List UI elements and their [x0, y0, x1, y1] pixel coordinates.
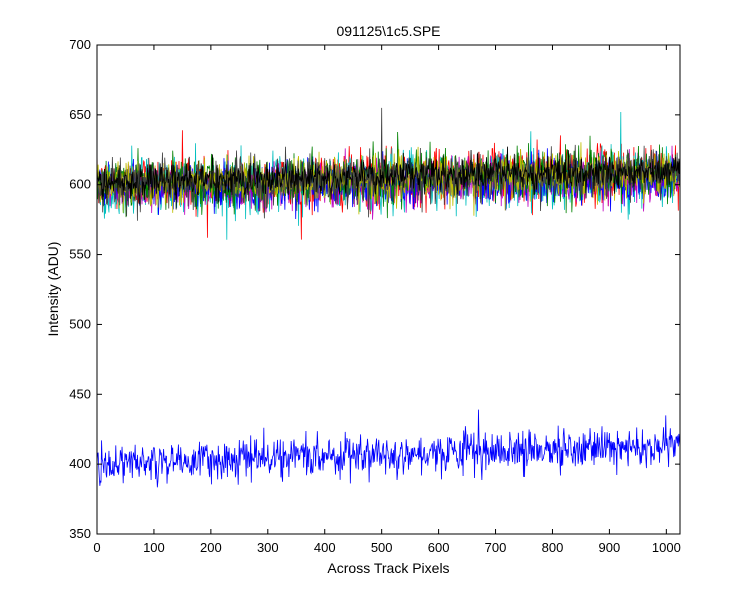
x-tick-label: 400 — [314, 540, 336, 555]
x-tick-label: 600 — [428, 540, 450, 555]
y-axis: 350 400 450 500 550 600 650 700 — [69, 37, 680, 541]
y-tick-label: 600 — [69, 177, 91, 192]
x-tick-label: 900 — [599, 540, 621, 555]
x-axis-title: Across Track Pixels — [327, 560, 449, 576]
x-tick-label: 300 — [257, 540, 279, 555]
x-tick-label: 500 — [371, 540, 393, 555]
plot-area: 0 100 200 300 400 500 600 700 800 900 1000 350 400 4… — [69, 37, 681, 555]
x-tick-label: 0 — [93, 540, 100, 555]
y-tick-label: 550 — [69, 247, 91, 262]
y-tick-label: 700 — [69, 37, 91, 52]
x-tick-label: 100 — [143, 540, 165, 555]
x-tick-label: 1000 — [652, 540, 681, 555]
x-tick-label: 700 — [485, 540, 507, 555]
axes-frame — [96, 44, 681, 535]
series-line — [96, 146, 681, 210]
series-group — [96, 107, 681, 488]
y-tick-label: 400 — [69, 456, 91, 471]
y-tick-label: 450 — [69, 386, 91, 401]
y-tick-label: 650 — [69, 107, 91, 122]
x-axis: 0 100 200 300 400 500 600 700 800 900 1000 — [93, 45, 681, 555]
x-tick-label: 200 — [200, 540, 222, 555]
series-line — [96, 409, 681, 488]
y-axis-title: Intensity (ADU) — [45, 242, 61, 337]
chart-title: 091125\1c5.SPE — [336, 23, 440, 39]
y-tick-label: 350 — [69, 526, 91, 541]
x-tick-label: 800 — [542, 540, 564, 555]
y-tick-label: 500 — [69, 316, 91, 331]
